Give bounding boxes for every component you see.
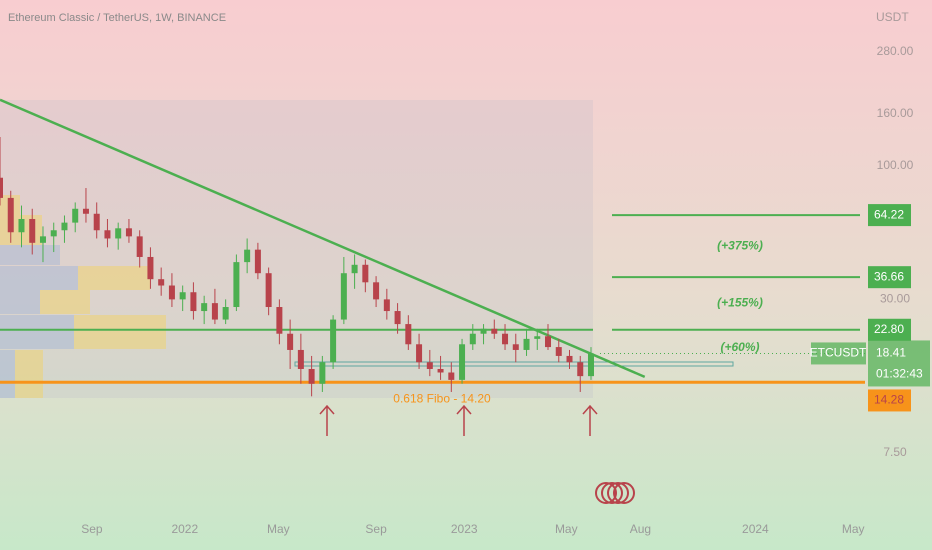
candle-body	[330, 319, 337, 363]
candle-body	[287, 333, 294, 350]
candle-body	[222, 307, 229, 320]
candle-body	[545, 336, 552, 348]
candle-body	[265, 273, 272, 308]
candle-body	[319, 362, 326, 384]
consolidation-box	[294, 361, 734, 367]
arrows	[319, 404, 598, 436]
candle-body	[72, 208, 79, 223]
candle-body	[512, 344, 519, 350]
level-annotation: (+60%)	[720, 340, 759, 354]
x-tick-label: May	[267, 522, 290, 536]
y-tick-label: 100.00	[877, 158, 914, 172]
candle-body	[276, 307, 283, 334]
candle-body	[469, 333, 476, 345]
candle-body	[18, 218, 25, 233]
fibo-axis-label: 14.28	[874, 393, 904, 407]
price-label-box	[868, 266, 911, 289]
candle-body	[308, 368, 315, 384]
candle-body	[201, 303, 208, 312]
candle-body	[115, 228, 122, 239]
price-label-box	[868, 318, 911, 341]
y-tick-label: 7.50	[883, 445, 907, 459]
candle-body	[555, 347, 562, 356]
candle-body	[394, 311, 401, 325]
candle-body	[405, 324, 412, 345]
last-price: 18.41	[876, 346, 906, 360]
candle-body	[158, 279, 165, 286]
candle-body	[383, 299, 390, 312]
candle-body	[426, 362, 433, 369]
candle-body	[29, 218, 36, 243]
countdown: 01:32:43	[876, 367, 923, 381]
level-annotation: (+375%)	[717, 238, 763, 252]
candle-body	[587, 353, 594, 377]
candle-body	[373, 282, 380, 300]
candle-body	[93, 213, 100, 231]
candle-body	[480, 328, 487, 334]
candle-body	[577, 362, 584, 377]
price-label: 22.80	[874, 322, 904, 336]
candle-body	[254, 249, 261, 274]
candle-body	[179, 292, 186, 300]
x-tick-label: Sep	[81, 522, 103, 536]
candle-body	[0, 177, 3, 198]
candle-body	[297, 349, 304, 369]
last-price-box	[868, 340, 930, 387]
fibo-label: 0.618 Fibo - 14.20	[393, 391, 491, 405]
x-tick-label: May	[555, 522, 578, 536]
candle-body	[7, 197, 14, 233]
y-tick-label: 280.00	[877, 44, 914, 58]
candle-body	[340, 273, 347, 320]
candle-body	[362, 264, 369, 283]
candle-body	[104, 230, 111, 239]
candle-body	[534, 336, 541, 339]
x-tick-label: 2023	[451, 522, 478, 536]
y-tick-label: 160.00	[877, 106, 914, 120]
x-tick-label: Aug	[630, 522, 651, 536]
candle-body	[416, 344, 423, 363]
candle-body	[61, 222, 68, 231]
candle-body	[39, 236, 46, 243]
symbol-box	[811, 342, 866, 365]
range-box	[0, 100, 593, 398]
candle-body	[523, 338, 530, 350]
price-label: 64.22	[874, 207, 904, 221]
x-tick-label: Sep	[365, 522, 387, 536]
logo	[595, 482, 635, 504]
x-tick-label: 2024	[742, 522, 769, 536]
candle-body	[50, 230, 57, 237]
price-label-box	[868, 204, 911, 227]
candle-body	[566, 355, 573, 363]
x-tick-label: May	[842, 522, 865, 536]
candle-body	[82, 208, 89, 214]
candle-body	[502, 333, 509, 345]
candle-body	[125, 228, 132, 237]
plot: 280.00 160.00 100.00 30.00 7.50 Sep 2022 May Sep…	[0, 44, 930, 536]
candle-body	[448, 372, 455, 380]
level-annotation: (+155%)	[717, 296, 763, 310]
candle-body	[136, 236, 143, 257]
volume-profile	[0, 195, 166, 398]
y-axis-label: USDT	[876, 10, 909, 24]
candle-body	[168, 285, 175, 300]
fibo-axis-box	[868, 389, 911, 412]
candle-body	[233, 262, 240, 308]
candle-body	[147, 256, 154, 280]
candle-body	[491, 328, 498, 334]
symbol-label: ETCUSDT	[810, 346, 867, 360]
y-tick-label: 30.00	[880, 292, 910, 306]
candle-body	[437, 368, 444, 373]
candle-body	[459, 344, 466, 380]
candle-body	[244, 249, 251, 263]
chart-title: Ethereum Classic / TetherUS, 1W, BINANCE	[8, 12, 226, 24]
candle-body	[351, 264, 358, 274]
candle-body	[190, 292, 197, 312]
price-label: 36.66	[874, 269, 904, 283]
candle-body	[211, 303, 218, 320]
x-tick-label: 2022	[171, 522, 198, 536]
